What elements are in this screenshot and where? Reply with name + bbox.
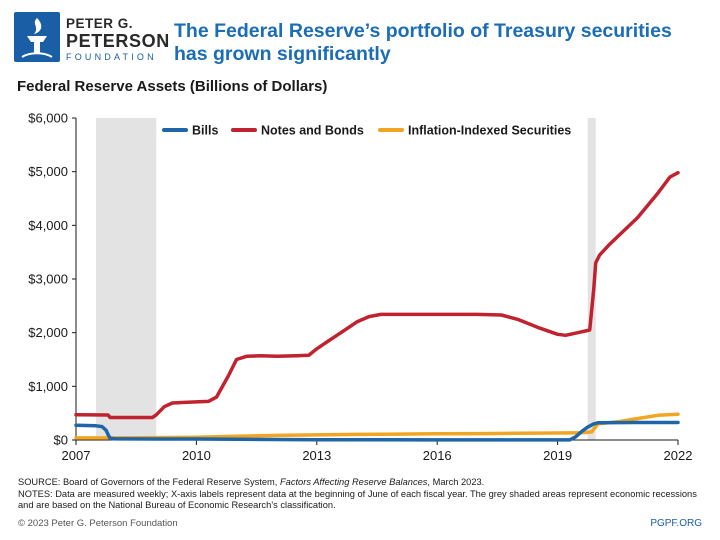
website-link[interactable]: PGPF.ORG — [650, 518, 702, 529]
source-suffix: , March 2023. — [427, 477, 485, 487]
notes-line: NOTES: Data are measured weekly; X-axis … — [18, 488, 697, 511]
x-tick-label: 2013 — [302, 448, 331, 463]
y-tick-label: $5,000 — [28, 164, 68, 179]
y-tick-label: $2,000 — [28, 325, 68, 340]
x-tick-label: 2010 — [182, 448, 211, 463]
logo-text-line1: PETER G. — [66, 16, 134, 31]
legend-label: Notes and Bonds — [261, 124, 364, 138]
logo: PETER G. PETERSON FOUNDATION — [14, 10, 169, 66]
legend-label: Inflation-Indexed Securities — [408, 124, 571, 138]
legend-item-bills: Bills — [162, 124, 218, 138]
legend-label: Bills — [192, 124, 218, 138]
x-tick-label: 2022 — [664, 448, 693, 463]
chart-subtitle: Federal Reserve Assets (Billions of Doll… — [17, 78, 328, 95]
copyright: © 2023 Peter G. Peterson Foundation — [18, 518, 178, 529]
line-chart: $0 $1,000 $2,000 $3,000 $4,000 $5,000 $6,000 20… — [28, 111, 692, 464]
source-title: Factors Affecting Reserve Balances — [279, 477, 428, 487]
torch-logo-icon — [14, 12, 60, 62]
y-tick-label: $4,000 — [28, 218, 68, 233]
y-tick-label: $6,000 — [28, 111, 68, 126]
recession-band-1 — [96, 118, 157, 440]
axes: $0 $1,000 $2,000 $3,000 $4,000 $5,000 $6,000 20… — [28, 111, 692, 464]
x-tick-label: 2019 — [543, 448, 572, 463]
logo-text-line2: PETERSON — [66, 31, 170, 51]
x-tick-label: 2007 — [62, 448, 91, 463]
recession-shading — [96, 118, 596, 440]
x-tick-label: 2016 — [423, 448, 452, 463]
y-tick-label: $0 — [54, 433, 68, 448]
legend-item-notes-and-bonds: Notes and Bonds — [231, 124, 364, 138]
recession-band-2 — [587, 118, 596, 440]
source-line: SOURCE: Board of Governors of the Federa… — [18, 477, 708, 489]
logo-text-line3: FOUNDATION — [66, 52, 157, 62]
chart-headline: The Federal Reserve’s portfolio of Treas… — [174, 20, 672, 65]
y-tick-label: $3,000 — [28, 272, 68, 287]
source-notes: SOURCE: Board of Governors of the Federa… — [18, 477, 708, 512]
y-tick-label: $1,000 — [28, 379, 68, 394]
legend-item-inflation-indexed-securities: Inflation-Indexed Securities — [378, 124, 571, 138]
series-line-bills — [74, 420, 680, 442]
legend: Bills Notes and Bonds Inflation-Indexed Se… — [162, 124, 571, 138]
series-line-notes-and-bonds — [74, 170, 680, 420]
series-lines — [74, 170, 680, 442]
source-prefix: SOURCE: Board of Governors of the Federa… — [18, 477, 280, 487]
